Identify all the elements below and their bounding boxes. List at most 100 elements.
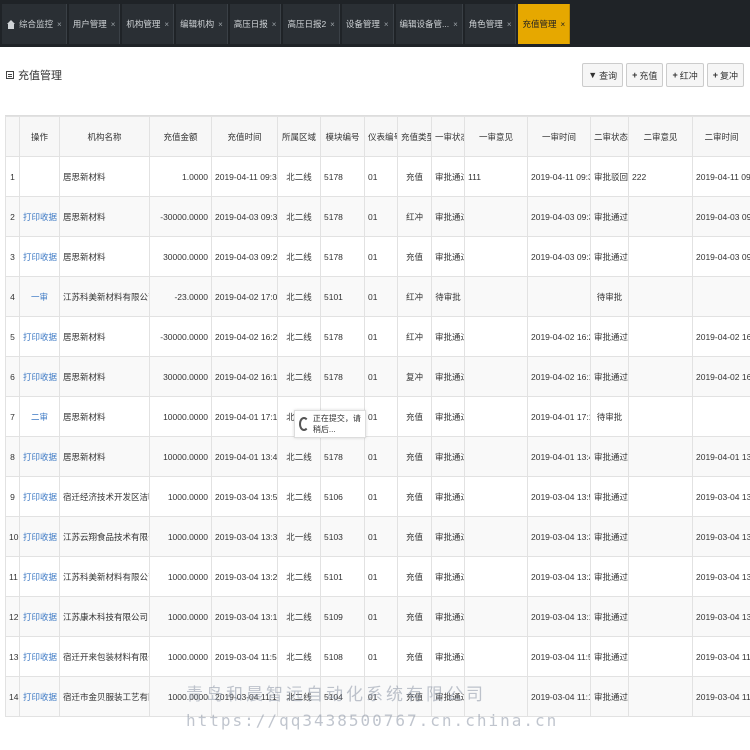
table-row[interactable]: 12 打印收据 江苏康木科技有限公司 1000.0000 2019-03-04 13:1… [5, 596, 750, 637]
close-icon[interactable]: × [218, 19, 223, 29]
column-header[interactable]: 充值金额 [149, 116, 212, 157]
table-cell: 2019-04-02 16:18:59 [692, 356, 750, 397]
table-cell: 审批通过 [590, 436, 629, 477]
recharge-button[interactable]: + 充值 [626, 63, 664, 87]
close-icon[interactable]: × [506, 19, 512, 29]
column-header[interactable]: 二审状态 [590, 116, 629, 157]
red-flush-button[interactable]: + 红冲 [666, 63, 704, 87]
row-action-link[interactable]: 打印收据 [19, 436, 60, 477]
column-header[interactable]: 一审状态 [431, 116, 465, 157]
table-cell: 2019-04-03 09:32:57 [211, 196, 278, 237]
table-cell [628, 516, 693, 557]
table-cell: 审批通过 [431, 156, 465, 197]
tab-bar: 综合监控 × 用户管理 × 机构管理 × 编辑机构 × 高压日报 × 高压日报2 × 设备管理 × 编辑设备… [0, 0, 750, 47]
table-cell [628, 556, 693, 597]
column-header[interactable]: 一审时间 [527, 116, 591, 157]
column-header[interactable]: 一审意见 [464, 116, 528, 157]
row-action-link[interactable] [19, 156, 60, 197]
close-icon[interactable]: × [330, 19, 335, 29]
toolbar: ▼ 查询 + 充值 + 红冲 + 复冲 [579, 63, 744, 87]
tab-9[interactable]: 充值管理 × [518, 4, 571, 44]
row-action-link[interactable]: 打印收据 [19, 196, 60, 237]
column-header[interactable] [5, 116, 20, 157]
row-action-link[interactable]: 打印收据 [19, 676, 60, 717]
column-header[interactable]: 操作 [19, 116, 60, 157]
tab-5[interactable]: 高压日报2 × [283, 4, 340, 44]
column-header[interactable]: 二审意见 [628, 116, 693, 157]
row-action-link[interactable]: 打印收据 [19, 556, 60, 597]
table-cell: 01 [364, 276, 398, 317]
row-action-link[interactable]: 二审 [19, 396, 60, 437]
close-icon[interactable]: × [560, 19, 566, 29]
column-header[interactable]: 充值时间 [211, 116, 278, 157]
tab-7[interactable]: 编辑设备管... × [395, 4, 463, 44]
table-cell: 审批通过 [431, 596, 465, 637]
table-cell: 北二线 [277, 436, 321, 477]
table-cell: 5178 [320, 156, 365, 197]
table-cell [628, 196, 693, 237]
table-cell: 江苏云翔食品技术有限公司 [59, 516, 150, 557]
column-header[interactable]: 模块编号 [320, 116, 365, 157]
close-icon[interactable]: × [110, 19, 116, 29]
row-action-link[interactable]: 打印收据 [19, 596, 60, 637]
table-cell [464, 316, 528, 357]
tab-3[interactable]: 编辑机构 × [176, 4, 228, 44]
table-cell: 8 [5, 436, 20, 477]
row-action-link[interactable]: 一审 [19, 276, 60, 317]
row-action-link[interactable]: 打印收据 [19, 356, 60, 397]
table-cell: 10 [5, 516, 20, 557]
table-cell: 2019-03-04 11:15:26 [211, 676, 278, 717]
table-cell: 2019-03-04 13:26:41 [692, 556, 750, 597]
tab-0[interactable]: 综合监控 × [2, 4, 67, 44]
table-cell: 2019-04-02 16:21:38 [211, 316, 278, 357]
column-header[interactable]: 二审时间 [692, 116, 750, 157]
tab-6[interactable]: 设备管理 × [341, 4, 394, 44]
row-action-link[interactable]: 打印收据 [19, 476, 60, 517]
tab-2[interactable]: 机构管理 × [122, 4, 175, 44]
table-cell: 6 [5, 356, 20, 397]
row-action-link[interactable]: 打印收据 [19, 516, 60, 557]
re-flush-button[interactable]: + 复冲 [706, 63, 744, 87]
table-cell: 01 [364, 156, 398, 197]
table-cell: 01 [364, 396, 398, 437]
column-header[interactable]: 所属区域 [277, 116, 321, 157]
table-cell: 5106 [320, 476, 365, 517]
column-header[interactable]: 机构名称 [59, 116, 150, 157]
tab-4[interactable]: 高压日报 × [229, 4, 282, 44]
spinner-icon [299, 417, 309, 431]
table-cell: 复冲 [397, 356, 432, 397]
row-action-link[interactable]: 打印收据 [19, 636, 60, 677]
table-cell [628, 676, 693, 717]
column-header[interactable]: 仪表编号 [364, 116, 398, 157]
column-header[interactable]: 充值类型 [397, 116, 432, 157]
close-icon[interactable]: × [453, 19, 458, 29]
table-row[interactable]: 9打印收据宿迁经济技术开发区洁明洗涤...1000.00002019-03-04… [5, 476, 750, 517]
close-icon[interactable]: × [57, 19, 62, 29]
close-icon[interactable]: × [271, 19, 277, 29]
filter-icon: ▼ [588, 70, 598, 80]
tab-1[interactable]: 用户管理 × [68, 4, 121, 44]
row-action-link[interactable]: 打印收据 [19, 236, 60, 277]
table-row[interactable]: 11 打印收据 江苏科美新材料有限公司 1000.0000 2019-03-04 13:… [5, 556, 750, 597]
close-icon[interactable]: × [383, 19, 389, 29]
query-button[interactable]: ▼ 查询 [582, 63, 624, 87]
row-action-link[interactable]: 打印收据 [19, 316, 60, 357]
table-cell: 审批通过 [590, 676, 629, 717]
close-icon[interactable]: × [164, 19, 170, 29]
table-cell: 北二线 [277, 356, 321, 397]
table-cell: 7 [5, 396, 20, 437]
table-cell: 居思新材料 [59, 236, 150, 277]
tab-8[interactable]: 角色管理 × [464, 4, 517, 44]
tab-label: 综合监控 [19, 19, 54, 29]
